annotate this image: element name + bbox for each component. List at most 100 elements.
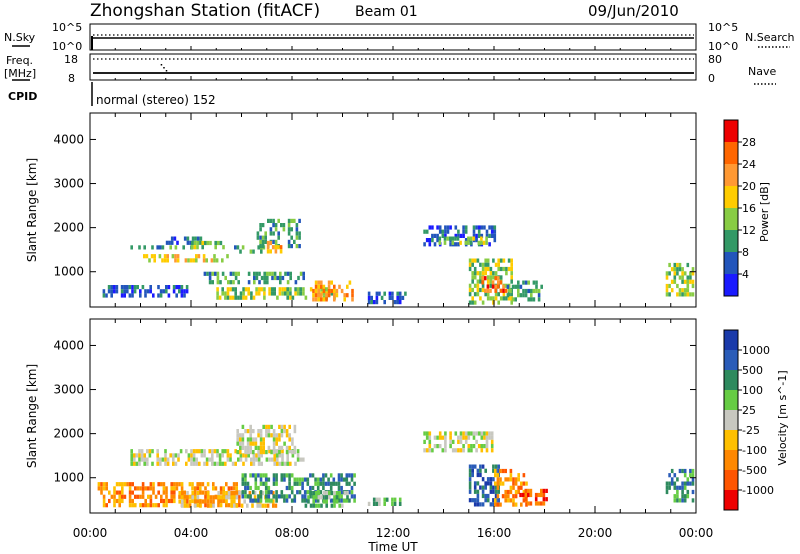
power-cell	[502, 284, 505, 289]
velocity-cell	[218, 453, 222, 458]
velocity-cell	[288, 424, 291, 429]
power-cell	[133, 289, 137, 294]
velocity-cell	[236, 429, 239, 434]
velocity-cell	[451, 439, 455, 444]
power-cell	[196, 236, 200, 241]
velocity-cell	[253, 491, 257, 496]
velocity-cell	[128, 494, 132, 499]
power-cell	[527, 288, 530, 294]
power-cell	[239, 249, 242, 254]
power-cell	[260, 275, 264, 281]
velocity-cell	[507, 498, 510, 503]
velocity-cell	[252, 453, 256, 458]
velocity-cell	[691, 498, 695, 503]
velocity-cell	[494, 493, 498, 499]
velocity-cell	[147, 486, 150, 491]
velocity-cell	[375, 497, 379, 502]
velocity-cell	[236, 450, 239, 455]
velocity-cell	[138, 461, 141, 466]
power-cell	[486, 266, 490, 272]
power-cell	[438, 240, 442, 245]
velocity-cell	[309, 491, 313, 496]
power-cell	[148, 258, 151, 263]
power-cell	[444, 233, 447, 238]
velocity-cell	[470, 444, 473, 449]
velocity-cell	[517, 477, 520, 482]
velocity-cell	[196, 482, 199, 487]
velocity-cell	[296, 457, 300, 462]
power-cell	[665, 283, 669, 289]
power-cell	[299, 291, 302, 296]
power-cell	[258, 280, 261, 285]
power-cell	[472, 236, 475, 241]
power-cell	[290, 227, 293, 232]
velocity-cell	[281, 457, 284, 462]
velocity-cell	[329, 481, 333, 486]
power-cell	[237, 280, 240, 285]
power-cell	[457, 242, 460, 247]
velocity-cell	[141, 494, 145, 499]
power-cell	[492, 258, 495, 263]
power-cell	[481, 266, 485, 272]
power-cell	[293, 218, 296, 223]
power-cell	[287, 239, 291, 244]
power-cell	[247, 291, 250, 296]
velocity-cell	[514, 502, 518, 507]
power-cell	[229, 280, 233, 285]
power-cell	[505, 283, 508, 288]
power-cell	[367, 291, 371, 296]
freq-label: Freq.	[6, 54, 33, 67]
velocity-cell	[174, 461, 178, 466]
velocity-cell	[216, 461, 219, 466]
velocity-cell	[173, 486, 176, 491]
power-cell	[444, 229, 447, 234]
power-cell	[226, 291, 230, 296]
power-cell	[269, 227, 273, 232]
velocity-cell	[185, 449, 188, 454]
power-cell	[473, 275, 477, 280]
power-cell	[184, 258, 188, 263]
velocity-cell	[486, 493, 490, 499]
velocity-cell	[274, 503, 278, 508]
power-cell	[524, 293, 528, 298]
power-cell	[370, 300, 373, 305]
velocity-cell	[512, 477, 515, 482]
velocity-cell	[267, 433, 271, 438]
velocity-cell	[289, 461, 292, 466]
power-cell	[253, 275, 256, 281]
velocity-cell	[520, 481, 523, 486]
velocity-cell	[211, 453, 214, 458]
power-cell	[438, 236, 442, 241]
power-cell	[110, 293, 113, 298]
power-cell	[443, 236, 447, 241]
velocity-cell	[338, 503, 341, 508]
velocity-cell	[494, 502, 497, 507]
power-cell	[320, 293, 323, 298]
power-cell	[678, 288, 682, 293]
power-cell	[314, 297, 318, 302]
power-cell	[255, 287, 258, 292]
velocity-cell	[164, 449, 167, 454]
velocity-cell	[199, 490, 202, 495]
velocity-cell	[423, 448, 426, 453]
power-cell	[174, 254, 177, 259]
velocity-cell	[172, 457, 175, 462]
velocity-cell	[146, 461, 149, 466]
power-cell	[689, 271, 692, 276]
power-cell	[290, 218, 293, 223]
velocity-cell	[520, 485, 523, 490]
power-cell	[168, 240, 171, 245]
velocity-cell	[190, 453, 193, 458]
velocity-cell	[254, 473, 258, 478]
velocity-cell	[534, 501, 538, 506]
power-cell	[264, 239, 267, 244]
velocity-cell	[166, 457, 170, 462]
velocity-cell	[341, 503, 344, 508]
velocity-cell	[686, 481, 690, 486]
power-cell	[205, 258, 208, 263]
power-cell	[489, 266, 493, 272]
power-cell	[234, 271, 238, 276]
velocity-cell	[102, 494, 106, 499]
power-cell	[476, 292, 480, 297]
power-cell	[172, 289, 176, 294]
